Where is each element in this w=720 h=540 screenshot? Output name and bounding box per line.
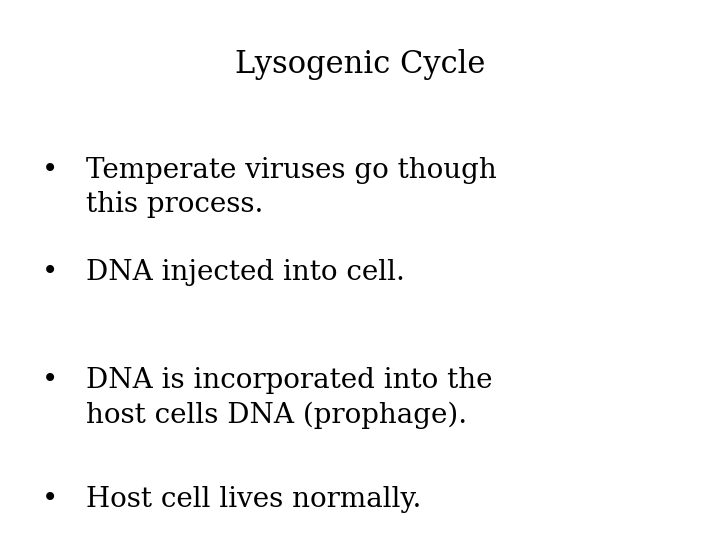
Text: DNA is incorporated into the
host cells DNA (prophage).: DNA is incorporated into the host cells …	[86, 367, 493, 429]
Text: Temperate viruses go though
this process.: Temperate viruses go though this process…	[86, 157, 497, 218]
Text: •: •	[42, 259, 58, 286]
Text: •: •	[42, 367, 58, 394]
Text: •: •	[42, 157, 58, 184]
Text: Lysogenic Cycle: Lysogenic Cycle	[235, 49, 485, 79]
Text: Host cell lives normally.: Host cell lives normally.	[86, 486, 422, 513]
Text: DNA injected into cell.: DNA injected into cell.	[86, 259, 405, 286]
Text: •: •	[42, 486, 58, 513]
